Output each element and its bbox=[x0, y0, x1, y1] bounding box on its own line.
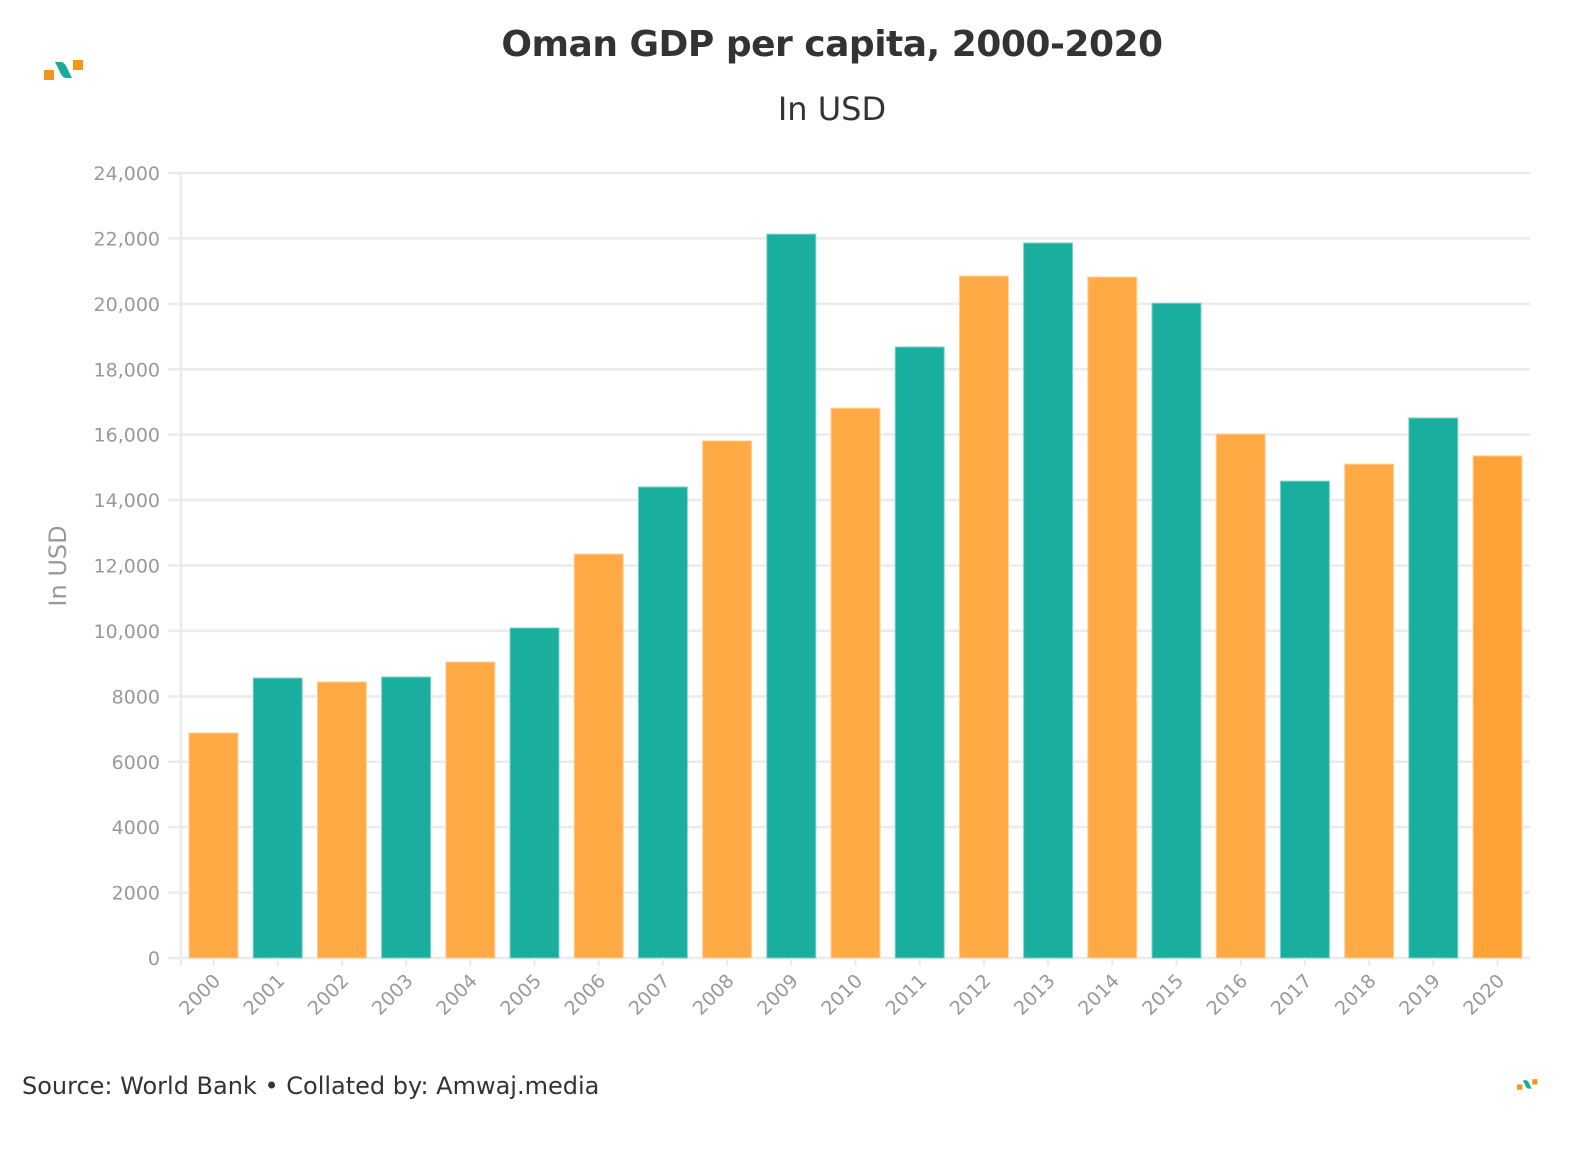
y-tick-label: 14,000 bbox=[94, 490, 160, 512]
bar-2005[interactable] bbox=[509, 627, 560, 959]
y-tick-label: 2000 bbox=[112, 883, 160, 905]
y-tick-label: 22,000 bbox=[94, 228, 160, 250]
bar-2007[interactable] bbox=[637, 486, 688, 959]
x-tick-label: 2003 bbox=[368, 970, 418, 1020]
bar-2017[interactable] bbox=[1279, 480, 1330, 959]
bar-2008[interactable] bbox=[702, 440, 753, 959]
bar-2000[interactable] bbox=[188, 732, 239, 959]
x-tick-label: 2007 bbox=[625, 970, 675, 1020]
bar-2020[interactable] bbox=[1472, 455, 1523, 959]
bar-2001[interactable] bbox=[252, 677, 303, 959]
x-tick-label: 2020 bbox=[1459, 970, 1509, 1020]
bar-2015[interactable] bbox=[1151, 302, 1202, 959]
bar-chart: 0 2000 4000 6000 8000 10,000 12,000 14,000 16,00… bbox=[44, 163, 1530, 1020]
x-tick-label: 2010 bbox=[817, 970, 867, 1020]
x-tick-label: 2015 bbox=[1138, 970, 1188, 1020]
y-tick-label: 8000 bbox=[112, 686, 160, 708]
x-tick-label: 2018 bbox=[1331, 970, 1381, 1020]
chart-subtitle: In USD bbox=[777, 90, 887, 128]
bar-2018[interactable] bbox=[1344, 463, 1395, 959]
y-tick-label: 20,000 bbox=[94, 294, 160, 316]
x-tick-label: 2005 bbox=[496, 970, 546, 1020]
source-text: Source: World Bank • Collated by: Amwaj.… bbox=[22, 1072, 600, 1100]
y-tick-label: 0 bbox=[148, 948, 160, 970]
y-tick-label: 12,000 bbox=[94, 556, 160, 578]
y-tick-label: 6000 bbox=[112, 752, 160, 774]
x-tick-label: 2011 bbox=[881, 970, 931, 1020]
bar-2002[interactable] bbox=[316, 681, 367, 959]
x-tick-label: 2017 bbox=[1267, 970, 1317, 1020]
bars bbox=[188, 233, 1523, 959]
y-tick-label: 24,000 bbox=[94, 163, 160, 185]
bar-2010[interactable] bbox=[830, 407, 881, 959]
y-tick-label: 16,000 bbox=[94, 425, 160, 447]
y-tick-label: 4000 bbox=[112, 817, 160, 839]
bar-2012[interactable] bbox=[958, 275, 1009, 959]
x-tick-label: 2008 bbox=[689, 970, 739, 1020]
bar-2009[interactable] bbox=[766, 233, 817, 959]
bar-2014[interactable] bbox=[1087, 276, 1138, 959]
x-tick-label: 2002 bbox=[304, 970, 354, 1020]
bar-2013[interactable] bbox=[1023, 242, 1074, 959]
x-tick-label: 2014 bbox=[1074, 970, 1124, 1020]
logo-icon bbox=[44, 60, 83, 80]
y-axis-ticks: 0 2000 4000 6000 8000 10,000 12,000 14,000 16,00… bbox=[94, 163, 160, 970]
x-tick-label: 2019 bbox=[1395, 970, 1445, 1020]
chart-title: Oman GDP per capita, 2000-2020 bbox=[501, 24, 1163, 65]
bar-2003[interactable] bbox=[381, 676, 432, 959]
x-tick-label: 2016 bbox=[1202, 970, 1252, 1020]
x-tick-label: 2012 bbox=[946, 970, 996, 1020]
amwaj-logo-bottom bbox=[1516, 1078, 1538, 1096]
bar-2006[interactable] bbox=[573, 553, 624, 959]
bar-2019[interactable] bbox=[1408, 417, 1459, 959]
logo-small-icon bbox=[1517, 1079, 1538, 1090]
x-tick-label: 2006 bbox=[560, 970, 610, 1020]
x-tick-label: 2000 bbox=[175, 970, 225, 1020]
bar-2016[interactable] bbox=[1215, 433, 1266, 959]
x-tick-label: 2004 bbox=[432, 970, 482, 1020]
x-tick-label: 2009 bbox=[753, 970, 803, 1020]
amwaj-logo-top bbox=[42, 60, 84, 87]
y-tick-label: 10,000 bbox=[94, 621, 160, 643]
y-axis-title: In USD bbox=[44, 525, 72, 606]
bar-2011[interactable] bbox=[894, 346, 945, 959]
x-tick-label: 2001 bbox=[239, 970, 289, 1020]
bar-2004[interactable] bbox=[445, 661, 496, 959]
x-axis-ticks: 2000 2001 2002 2003 2004 2005 2006 2007 2008 2009… bbox=[175, 958, 1509, 1020]
y-tick-label: 18,000 bbox=[94, 359, 160, 381]
x-tick-label: 2013 bbox=[1010, 970, 1060, 1020]
